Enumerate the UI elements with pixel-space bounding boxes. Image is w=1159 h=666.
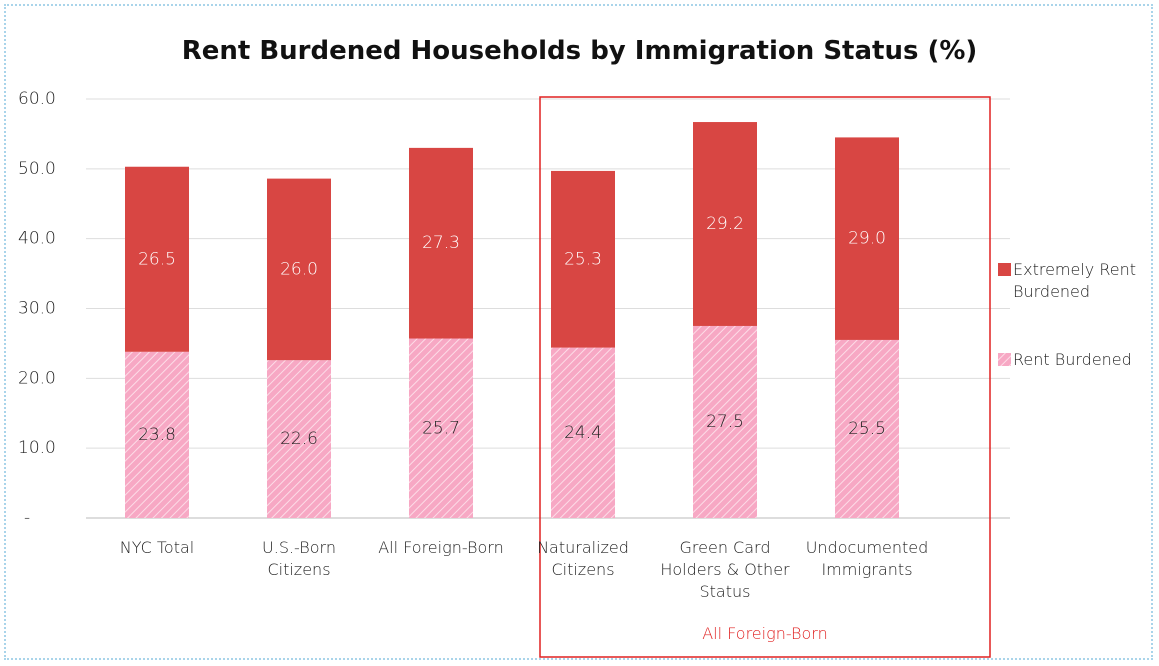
bar-segment [835,339,899,518]
y-tick-label: 60.0 [18,89,56,109]
bar-segment [267,178,331,361]
x-tick-label: NYC Total [119,538,195,557]
group-label: All Foreign-Born [702,624,828,643]
bar-segment [551,347,615,518]
bar-segment [693,325,757,518]
data-label: 27.5 [706,412,744,432]
group-box [539,96,991,658]
data-label: 29.2 [706,214,744,234]
chart-frame [4,4,1153,660]
x-tick-label: U.S.-Born Citizens [262,538,336,579]
bar-segment [693,122,757,326]
bar-segment [551,170,615,348]
data-label: 26.0 [280,259,318,279]
data-label: 23.8 [138,425,176,445]
y-tick-label: - [24,508,30,528]
data-label: 27.3 [422,233,460,253]
legend-swatch [998,353,1011,366]
y-tick-label: 40.0 [18,229,56,249]
bar-segment [409,147,473,339]
y-tick-label: 20.0 [18,368,56,388]
x-tick-label: All Foreign-Born [378,538,504,557]
y-tick-label: 30.0 [18,299,56,319]
legend-swatch [998,263,1011,276]
chart-title: Rent Burdened Households by Immigration … [181,36,978,66]
data-label: 29.0 [848,229,886,249]
data-label: 24.4 [564,423,602,443]
data-label: 25.5 [848,419,886,439]
bar-segment [125,351,189,518]
legend-label: Rent Burdened [1013,350,1132,369]
legend-label: Extremely Rent Burdened [1013,260,1137,301]
bar-segment [267,360,331,518]
data-label: 25.7 [422,418,460,438]
bar-segment [125,166,189,352]
x-tick-label: Undocumented Immigrants [805,538,929,579]
data-label: 26.5 [138,249,176,269]
bar-segment [409,338,473,518]
x-tick-label: Green Card Holders & Other Status [660,538,790,601]
data-label: 25.3 [564,249,602,269]
data-label: 22.6 [280,429,318,449]
x-tick-label: Naturalized Citizens [537,538,629,579]
y-tick-label: 50.0 [18,159,56,179]
y-tick-label: 10.0 [18,438,56,458]
bar-segment [835,137,899,340]
